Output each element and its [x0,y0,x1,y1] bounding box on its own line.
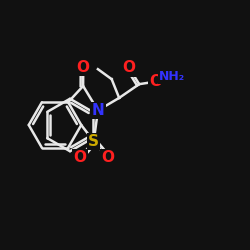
Text: S: S [88,134,99,149]
Text: O: O [74,150,86,165]
Text: O: O [77,60,90,75]
Text: NH₂: NH₂ [158,70,185,83]
Text: O: O [123,60,136,76]
Text: O: O [101,150,114,165]
Text: O: O [149,74,162,89]
Text: N: N [92,103,104,118]
